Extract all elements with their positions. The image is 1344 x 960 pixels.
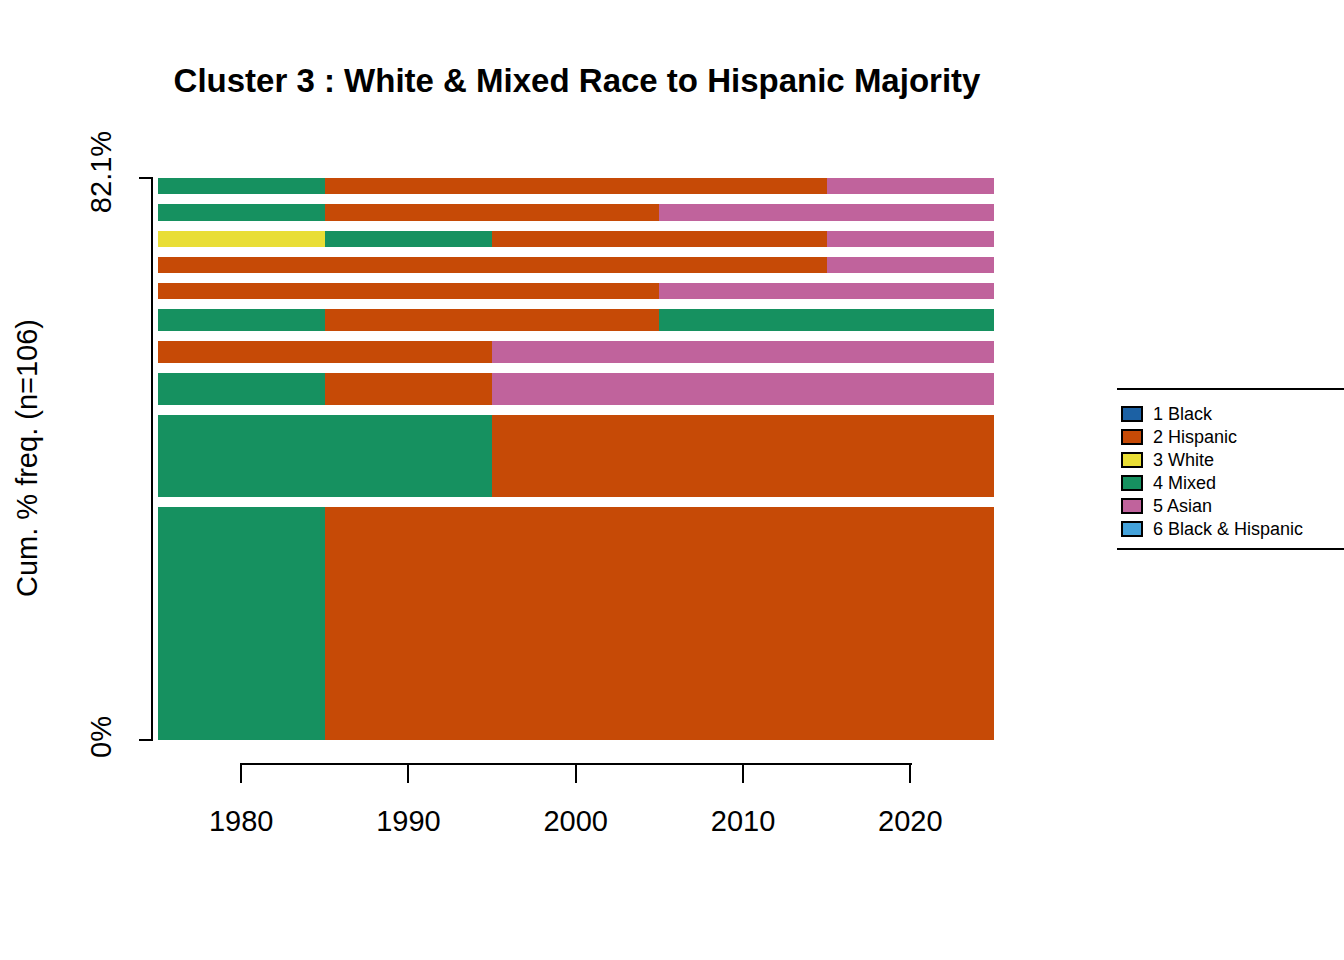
legend-swatch [1121, 429, 1143, 445]
sequence-segment [325, 204, 493, 220]
sequence-segment [659, 373, 827, 406]
sequence-segment [325, 257, 493, 273]
sequence-segment [492, 373, 660, 406]
sequence-segment [158, 204, 326, 220]
sequence-segment [158, 507, 326, 740]
sequence-segment [827, 231, 994, 247]
y-axis-tick-mark-bottom [139, 739, 152, 741]
sequence-segment [827, 178, 994, 194]
sequence-bar [158, 373, 995, 406]
sequence-segment [492, 415, 660, 496]
sequence-segment [827, 283, 994, 299]
sequence-bar [158, 178, 995, 194]
y-axis-line [151, 177, 153, 741]
x-axis-tick-mark [407, 763, 409, 783]
sequence-segment [827, 204, 994, 220]
sequence-segment [659, 257, 827, 273]
legend-swatch [1121, 498, 1143, 514]
sequence-segment [325, 341, 493, 363]
legend-swatch [1121, 475, 1143, 491]
sequence-segment [659, 231, 827, 247]
sequence-segment [325, 415, 493, 496]
x-axis-tick-mark [909, 763, 911, 783]
sequence-segment [325, 231, 493, 247]
legend-item-label: 4 Mixed [1153, 472, 1216, 494]
sequence-segment [492, 231, 660, 247]
sequence-segment [158, 257, 326, 273]
sequence-segment [659, 341, 827, 363]
sequence-segment [827, 373, 994, 406]
sequence-segment [325, 178, 493, 194]
sequence-segment [158, 283, 326, 299]
sequence-segment [659, 309, 827, 331]
legend-border-bottom [1117, 548, 1344, 550]
sequence-segment [659, 283, 827, 299]
sequence-bar [158, 415, 995, 496]
sequence-segment [827, 257, 994, 273]
sequence-segment [492, 283, 660, 299]
sequence-segment [827, 415, 994, 496]
y-axis-tick-mark-top [139, 177, 152, 179]
sequence-segment [158, 309, 326, 331]
y-axis-title: Cum. % freq. (n=106) [10, 308, 44, 608]
sequence-bar [158, 507, 995, 740]
sequence-segment [492, 309, 660, 331]
sequence-bar [158, 231, 995, 247]
x-tick-label: 1990 [338, 804, 478, 838]
sequence-segment [325, 309, 493, 331]
sequence-segment [325, 283, 493, 299]
sequence-segment [158, 231, 326, 247]
legend-swatch [1121, 452, 1143, 468]
x-tick-label: 2010 [673, 804, 813, 838]
sequence-segment [492, 257, 660, 273]
legend-swatch [1121, 521, 1143, 537]
x-tick-label: 2000 [506, 804, 646, 838]
legend-item-label: 6 Black & Hispanic [1153, 518, 1303, 540]
sequence-segment [492, 507, 660, 740]
sequence-bar [158, 204, 995, 220]
sequence-bar [158, 257, 995, 273]
sequence-segment [158, 178, 326, 194]
sequence-segment [827, 309, 994, 331]
y-tick-label-top: 82.1% [84, 112, 118, 232]
sequence-segment [659, 178, 827, 194]
sequence-segment [158, 415, 326, 496]
sequence-segment [659, 507, 827, 740]
y-tick-label-bottom: 0% [84, 677, 118, 797]
sequence-segment [659, 204, 827, 220]
x-axis-tick-mark [240, 763, 242, 783]
legend-swatch [1121, 406, 1143, 422]
legend-item-label: 2 Hispanic [1153, 426, 1237, 448]
legend-item-label: 3 White [1153, 449, 1214, 471]
legend-item-label: 1 Black [1153, 403, 1212, 425]
sequence-segment [492, 341, 660, 363]
sequence-bar [158, 309, 995, 331]
sequence-segment [158, 341, 326, 363]
sequence-segment [659, 415, 827, 496]
sequence-segment [827, 341, 994, 363]
sequence-segment [325, 507, 493, 740]
sequence-segment [827, 507, 994, 740]
sequence-bar [158, 283, 995, 299]
x-tick-label: 2020 [840, 804, 980, 838]
x-axis-tick-mark [575, 763, 577, 783]
sequence-segment [492, 178, 660, 194]
sequence-segment [492, 204, 660, 220]
sequence-bar [158, 341, 995, 363]
legend-item-label: 5 Asian [1153, 495, 1212, 517]
chart-title: Cluster 3 : White & Mixed Race to Hispan… [0, 62, 1154, 100]
x-tick-label: 1980 [171, 804, 311, 838]
legend-border-top [1117, 388, 1344, 390]
sequence-segment [158, 373, 326, 406]
sequence-segment [325, 373, 493, 406]
x-axis-tick-mark [742, 763, 744, 783]
